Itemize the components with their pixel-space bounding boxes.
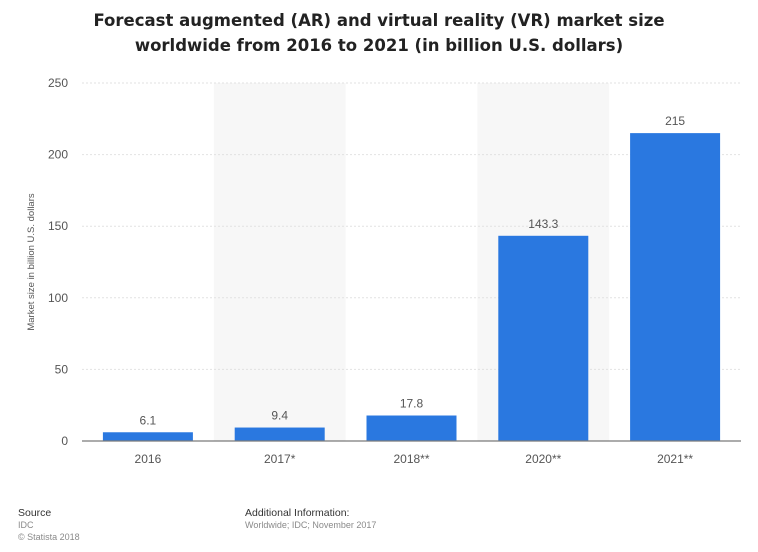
copyright-text: © Statista 2018	[18, 532, 80, 542]
bar	[630, 133, 721, 441]
data-label: 6.1	[140, 413, 157, 427]
chart-title-line-1: Forecast augmented (AR) and virtual real…	[93, 11, 665, 30]
additional-info-text: Worldwide; IDC; November 2017	[245, 520, 377, 530]
source-name: IDC	[18, 520, 34, 530]
chart-title-line-2: worldwide from 2016 to 2021 (in billion …	[134, 36, 624, 55]
bar	[234, 427, 325, 441]
data-label: 9.4	[271, 409, 288, 423]
data-label: 17.8	[400, 397, 424, 411]
y-tick-label: 250	[48, 76, 68, 90]
data-label: 215	[665, 114, 685, 128]
source-heading: Source	[18, 507, 52, 519]
y-tick-label: 200	[48, 148, 68, 162]
y-tick-label: 50	[55, 362, 69, 376]
x-tick-label: 2018**	[393, 452, 429, 466]
bar	[498, 235, 589, 441]
y-tick-label: 100	[48, 291, 68, 305]
x-tick-label: 2021**	[657, 452, 693, 466]
x-tick-label: 2017*	[264, 452, 296, 466]
y-tick-label: 150	[48, 219, 68, 233]
x-tick-label: 2020**	[525, 452, 561, 466]
source-block: Source IDC © Statista 2018	[18, 507, 80, 543]
data-label: 143.3	[528, 217, 558, 231]
bar	[102, 432, 193, 441]
chart-title: Forecast augmented (AR) and virtual real…	[0, 8, 758, 58]
bar	[366, 415, 457, 441]
y-tick-label: 0	[61, 434, 68, 448]
x-tick-label: 2016	[135, 452, 162, 466]
category-band	[213, 83, 346, 441]
y-axis-label: Market size in billion U.S. dollars	[26, 193, 37, 331]
additional-info-heading: Additional Information:	[245, 507, 350, 519]
additional-info-block: Additional Information: Worldwide; IDC; …	[245, 507, 376, 531]
